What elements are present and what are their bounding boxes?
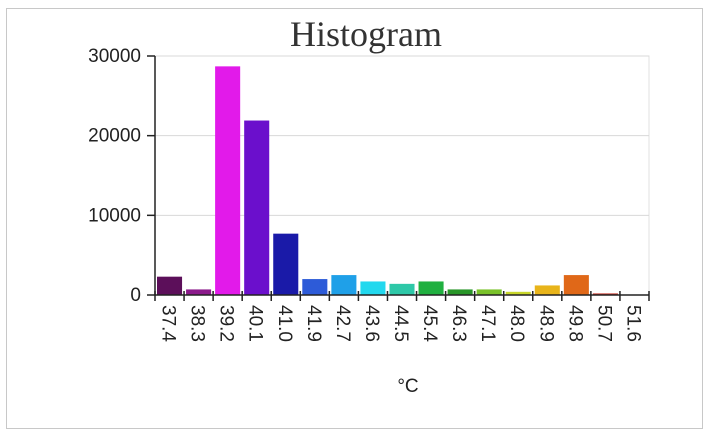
y-axis-ticks: 0 10000 20000 30000 <box>88 46 155 306</box>
y-tick-label: 10000 <box>88 205 141 226</box>
bar <box>157 276 183 295</box>
x-tick-label: 38.3 <box>187 305 208 342</box>
x-tick-label: 49.8 <box>564 305 585 342</box>
bar <box>244 120 270 295</box>
axes <box>154 56 649 296</box>
x-tick-label: 40.1 <box>245 305 266 342</box>
bar <box>389 283 415 295</box>
x-tick-label: 41.0 <box>274 305 295 342</box>
x-tick-label: 48.9 <box>535 305 556 342</box>
bar <box>534 285 560 295</box>
bar <box>505 291 531 295</box>
bar <box>360 281 386 295</box>
bar <box>186 289 212 295</box>
x-tick-label: 42.7 <box>332 305 353 342</box>
x-tick-label: 50.7 <box>593 305 614 342</box>
bar <box>331 275 357 295</box>
x-tick-label: 45.4 <box>419 305 440 342</box>
y-tick-label: 0 <box>130 285 141 306</box>
bar <box>447 289 473 295</box>
bar <box>418 281 444 295</box>
x-axis-ticks: 37.4 38.3 39.2 40.1 41.0 41.9 42.7 43.6 44.5 45.4… <box>154 291 650 342</box>
x-axis-label: °C <box>397 376 418 397</box>
x-tick-label: 39.2 <box>216 305 237 342</box>
bar <box>273 233 299 295</box>
bars <box>157 66 618 296</box>
y-tick-label: 30000 <box>88 46 141 67</box>
histogram-chart: Histogram 0 10000 20000 30000 37.4 38.3 39.2 4… <box>88 14 650 397</box>
x-tick-label: 47.1 <box>477 305 498 342</box>
bar <box>215 66 241 296</box>
x-tick-label: 41.9 <box>303 305 324 342</box>
x-tick-label: 46.3 <box>448 305 469 342</box>
bar <box>592 293 618 295</box>
bar <box>476 289 502 295</box>
bar <box>302 279 328 295</box>
x-tick-label: 48.0 <box>506 305 527 342</box>
x-tick-label: 43.6 <box>361 305 382 342</box>
y-tick-label: 20000 <box>88 126 141 147</box>
bar <box>563 275 589 295</box>
x-tick-label: 51.6 <box>622 305 643 342</box>
x-tick-label: 44.5 <box>390 305 411 342</box>
chart-panel: Histogram 0 10000 20000 30000 37.4 38.3 39.2 4… <box>6 8 703 429</box>
chart-title: Histogram <box>290 14 442 54</box>
x-tick-label: 37.4 <box>158 305 179 342</box>
